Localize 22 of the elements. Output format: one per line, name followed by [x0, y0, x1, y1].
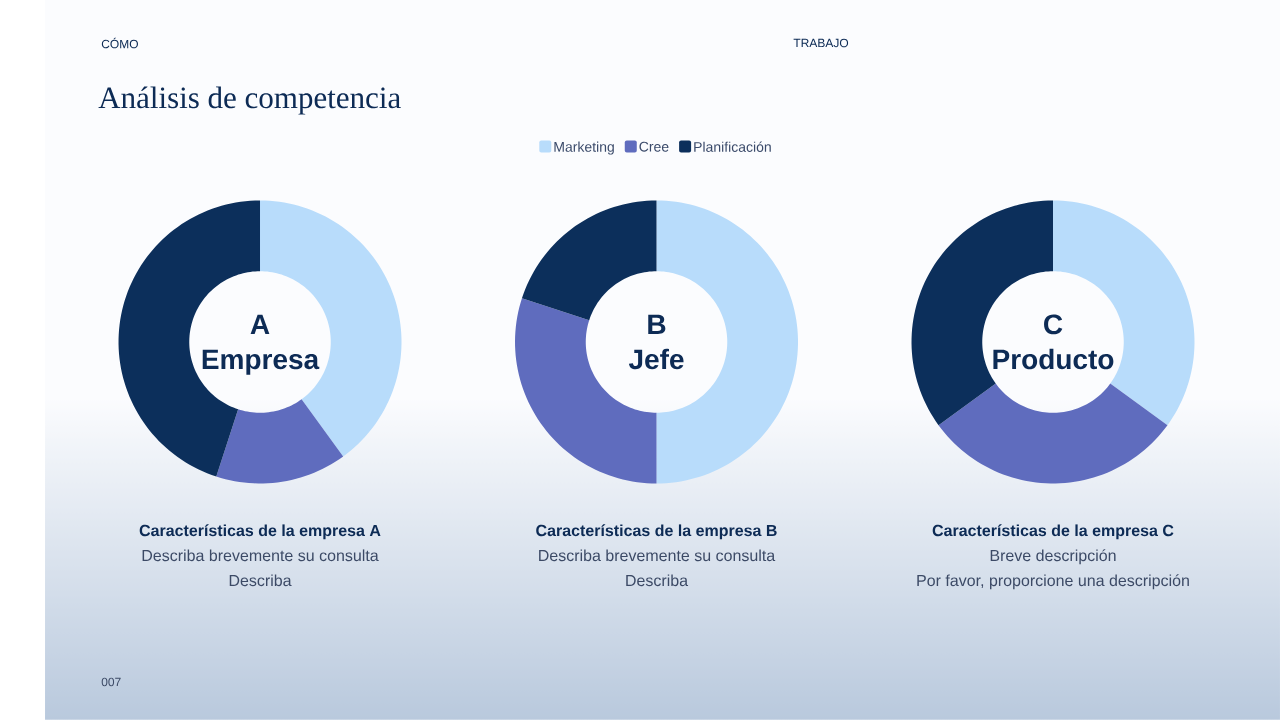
text: A	[250, 314, 270, 334]
legend-label: Cree	[639, 141, 669, 152]
text: C	[1044, 314, 1063, 335]
text: 007	[101, 677, 121, 687]
text: Características de la empresa C	[932, 524, 1174, 540]
text: Producto	[993, 348, 1114, 370]
text: Características de la empresa A	[139, 524, 381, 540]
text: Describa brevemente su consulta	[539, 549, 776, 562]
text: Empresa	[202, 349, 320, 375]
text: Breve descripción	[990, 549, 1116, 565]
text: Análisis de competencia	[98, 86, 401, 115]
text: CÓMO	[101, 37, 138, 49]
text: Describa	[626, 574, 689, 587]
text: Describa	[229, 574, 292, 587]
text: Describa brevemente su consulta	[142, 549, 379, 562]
text: B	[648, 314, 666, 334]
text: Jefe	[628, 348, 684, 370]
text: Características de la empresa B	[536, 524, 777, 540]
legend-label: Marketing	[554, 141, 614, 155]
text: TRABAJO	[793, 38, 849, 48]
text: Por favor, proporcione una descripción	[917, 574, 1189, 590]
legend-label: Planificación	[694, 141, 771, 152]
